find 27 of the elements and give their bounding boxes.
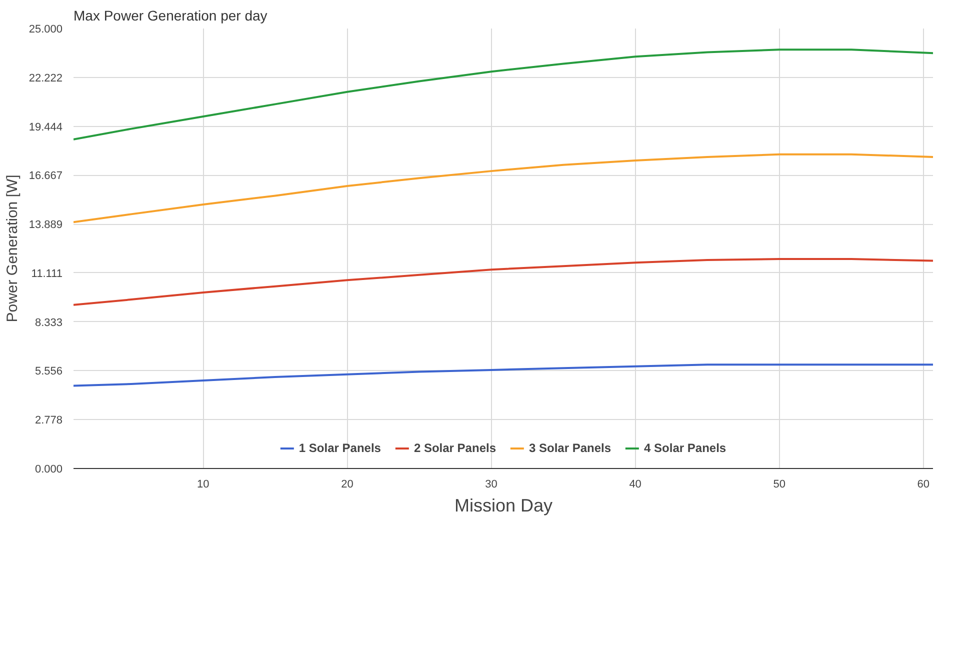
x-tick-label: 20 <box>341 478 354 490</box>
y-tick-label: 2.778 <box>34 414 63 427</box>
line-series <box>74 258 933 306</box>
chart-title: Max Power Generation per day <box>74 8 268 24</box>
y-tick-label: 8.333 <box>34 316 63 329</box>
y-tick-label: 5.556 <box>34 366 63 378</box>
y-tick-label: 25.000 <box>28 24 63 36</box>
x-tick-label: 50 <box>773 478 786 490</box>
y-tick-label: 22.222 <box>28 72 63 84</box>
x-tick-label: 30 <box>485 478 498 490</box>
y-tick-label: 11.111 <box>31 268 63 280</box>
x-tick-label: 10 <box>197 478 210 490</box>
line-series <box>74 48 933 140</box>
y-axis-title: Power Generation [W] <box>4 174 21 322</box>
line-series <box>74 364 933 387</box>
line-series <box>74 153 933 224</box>
legend-label: 2 Solar Panels <box>414 441 496 455</box>
legend-label: 1 Solar Panels <box>298 441 381 455</box>
y-tick-label: 16.667 <box>28 170 63 182</box>
y-tick-label: 0.000 <box>34 464 63 476</box>
legend-label: 3 Solar Panels <box>529 441 612 455</box>
x-tick-label: 40 <box>629 478 642 490</box>
x-axis-title: Mission Day <box>454 496 553 516</box>
legend-label: 4 Solar Panels <box>644 441 726 455</box>
y-tick-label: 13.889 <box>28 219 63 232</box>
y-tick-label: 19.444 <box>28 121 63 134</box>
x-tick-label: 60 <box>917 478 930 490</box>
